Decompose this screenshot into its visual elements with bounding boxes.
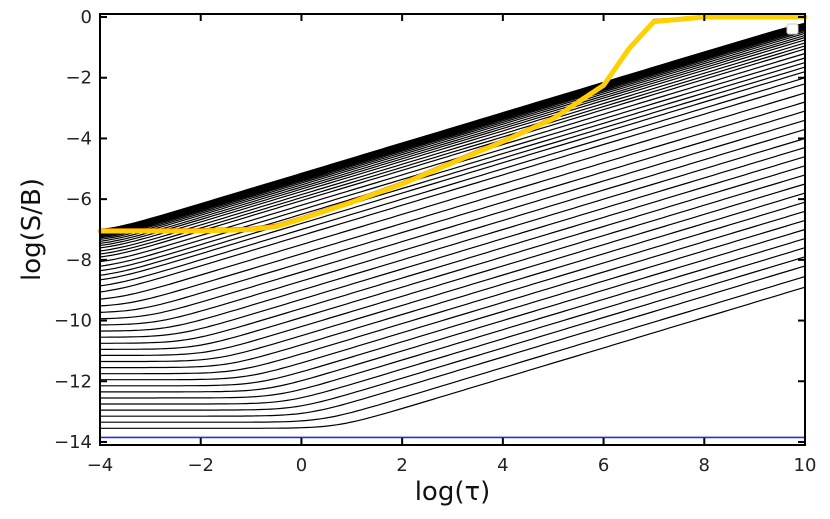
series-line: [99, 238, 806, 399]
series-line: [99, 27, 806, 237]
x-tick-label: 10: [794, 455, 817, 476]
x-tick-label: −4: [87, 455, 114, 476]
x-tick-label: −2: [187, 455, 214, 476]
y-tick-label: −10: [54, 311, 92, 332]
series-line: [99, 36, 806, 247]
x-tick-label: 4: [497, 455, 508, 476]
y-tick-label: −12: [54, 371, 92, 392]
y-tick-label: −2: [65, 68, 92, 89]
series-line: [99, 146, 806, 338]
series-line: [99, 83, 806, 293]
series-line: [99, 66, 806, 276]
series-line: [99, 192, 806, 369]
x-tick-label: 0: [296, 455, 307, 476]
plot-frame: [99, 13, 806, 446]
series-line: [99, 128, 806, 326]
series-line: [99, 39, 806, 249]
y-axis-label: log(S/B): [17, 178, 47, 281]
series-line: [99, 32, 806, 242]
series-line: [99, 247, 806, 405]
series-line: [99, 219, 806, 387]
series-line: [99, 174, 806, 357]
curves-layer: [97, 14, 808, 439]
series-line: [99, 110, 806, 313]
series-line: [99, 42, 806, 252]
series-line: [99, 61, 806, 272]
y-tick-label: −4: [65, 128, 92, 149]
series-line: [99, 45, 806, 255]
series-line: [99, 210, 806, 381]
y-tick-label: −14: [54, 432, 92, 453]
y-axis: 0 −2 −4 −6 −8 −10 −12 −14: [54, 7, 805, 453]
y-tick-label: 0: [81, 7, 92, 28]
series-line: [99, 256, 806, 411]
series-line: [99, 101, 806, 307]
series-line: [99, 22, 806, 231]
series-line: [99, 275, 806, 423]
series-line: [99, 92, 806, 300]
legend-box: [786, 23, 799, 35]
series-line: [99, 77, 806, 287]
series-line: [99, 28, 806, 238]
series-line: [99, 165, 806, 350]
y-tick-label: −6: [65, 189, 92, 210]
series-line: [99, 156, 806, 344]
x-axis: −4 −2 0 2 4 6 8 10: [87, 14, 817, 476]
x-tick-label: 2: [396, 455, 407, 476]
series-line: [99, 48, 806, 258]
x-axis-label: log(τ): [415, 477, 491, 507]
series-line: [99, 31, 806, 240]
series-line: [99, 228, 806, 393]
series-line: [99, 137, 806, 332]
series-line: [99, 34, 806, 244]
y-tick-label: −8: [65, 250, 92, 271]
series-line: [99, 183, 806, 363]
x-tick-label: 6: [598, 455, 609, 476]
series-line: [99, 119, 806, 320]
series-line: [99, 265, 806, 417]
series-line: [99, 201, 806, 375]
x-tick-label: 8: [699, 455, 710, 476]
series-line: [99, 71, 806, 281]
series-line: [99, 29, 806, 239]
series-line: [99, 286, 806, 429]
series-line: [97, 14, 808, 234]
